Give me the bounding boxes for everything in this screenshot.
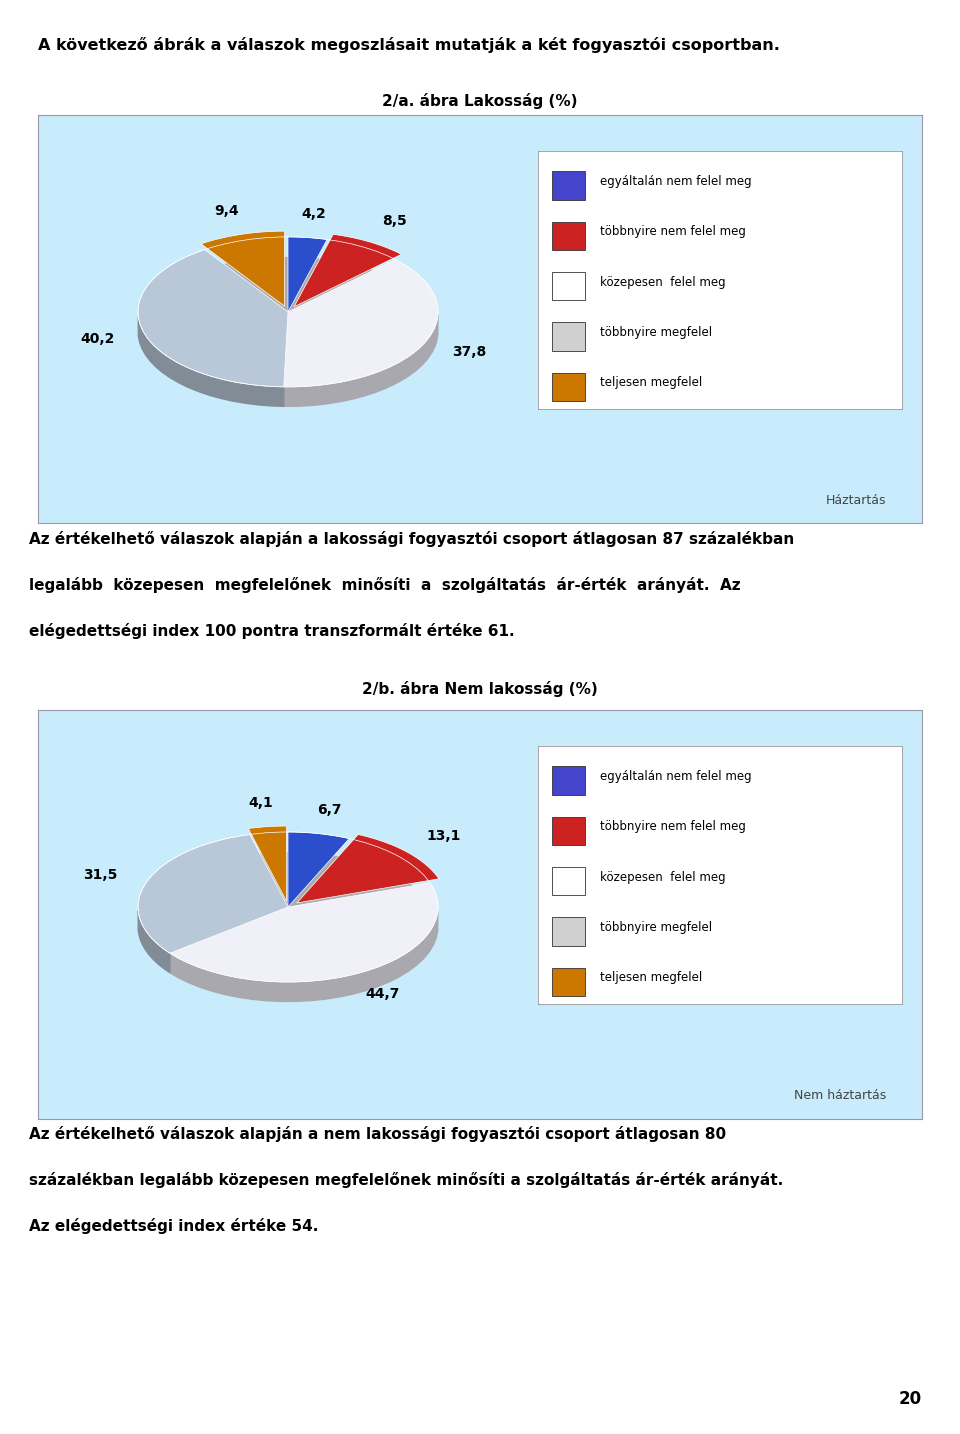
Ellipse shape xyxy=(138,852,438,1001)
Bar xyxy=(552,968,585,997)
Text: 31,5: 31,5 xyxy=(84,869,117,882)
Text: többnyire nem felel meg: többnyire nem felel meg xyxy=(600,820,746,833)
Bar xyxy=(552,221,585,250)
Text: közepesen  felel meg: közepesen felel meg xyxy=(600,870,725,883)
Text: A következő ábrák a válaszok megoszlásait mutatják a két fogyasztói csoportban.: A következő ábrák a válaszok megoszlásai… xyxy=(38,37,780,53)
Bar xyxy=(552,171,585,199)
Bar xyxy=(552,918,585,946)
Polygon shape xyxy=(249,826,286,901)
Text: Háztartás: Háztartás xyxy=(826,495,886,508)
Ellipse shape xyxy=(138,257,438,406)
Bar xyxy=(552,272,585,300)
Text: 8,5: 8,5 xyxy=(382,214,407,228)
Polygon shape xyxy=(284,315,438,406)
Text: egyáltalán nem felel meg: egyáltalán nem felel meg xyxy=(600,770,752,783)
Text: elégedettségi index 100 pontra transzformált értéke 61.: elégedettségi index 100 pontra transzfor… xyxy=(29,624,515,640)
Polygon shape xyxy=(288,237,327,313)
Polygon shape xyxy=(138,317,284,406)
Polygon shape xyxy=(294,234,401,307)
Text: 20: 20 xyxy=(899,1390,922,1408)
Polygon shape xyxy=(138,835,288,954)
Bar xyxy=(552,868,585,895)
Bar xyxy=(552,817,585,845)
Polygon shape xyxy=(284,260,438,387)
Text: 37,8: 37,8 xyxy=(452,344,487,358)
Text: 4,2: 4,2 xyxy=(301,206,326,221)
Text: többnyire nem felel meg: többnyire nem felel meg xyxy=(600,225,746,238)
Text: százalékban legalább közepesen megfelelőnek minősíti a szolgáltatás ár-érték ará: százalékban legalább közepesen megfelelő… xyxy=(29,1172,783,1187)
Text: Az értékelhető válaszok alapján a lakossági fogyasztói csoport átlagosan 87 száz: Az értékelhető válaszok alapján a lakoss… xyxy=(29,531,794,546)
Text: Az értékelhető válaszok alapján a nem lakossági fogyasztói csoport átlagosan 80: Az értékelhető válaszok alapján a nem la… xyxy=(29,1126,726,1141)
Polygon shape xyxy=(138,911,170,972)
Text: egyáltalán nem felel meg: egyáltalán nem felel meg xyxy=(600,175,752,188)
Text: legalább  közepesen  megfelelőnek  minősíti  a  szolgáltatás  ár-érték  arányát.: legalább közepesen megfelelőnek minősíti… xyxy=(29,576,740,592)
Bar xyxy=(552,323,585,351)
Text: 2/a. ábra Lakosság (%): 2/a. ábra Lakosság (%) xyxy=(382,93,578,109)
Polygon shape xyxy=(297,835,439,903)
Polygon shape xyxy=(170,883,438,982)
Polygon shape xyxy=(201,231,284,305)
Text: 2/b. ábra Nem lakosság (%): 2/b. ábra Nem lakosság (%) xyxy=(362,681,598,697)
Text: közepesen  felel meg: közepesen felel meg xyxy=(600,275,725,288)
Text: 6,7: 6,7 xyxy=(317,803,342,817)
Polygon shape xyxy=(288,832,349,908)
Bar xyxy=(552,373,585,402)
Text: többnyire megfelel: többnyire megfelel xyxy=(600,921,711,934)
Polygon shape xyxy=(138,250,288,387)
Polygon shape xyxy=(170,912,438,1001)
Text: Az elégedettségi index értéke 54.: Az elégedettségi index értéke 54. xyxy=(29,1219,318,1235)
Text: többnyire megfelel: többnyire megfelel xyxy=(600,326,711,338)
Text: teljesen megfelel: teljesen megfelel xyxy=(600,376,702,390)
Text: 44,7: 44,7 xyxy=(365,987,399,1001)
Text: 40,2: 40,2 xyxy=(81,333,115,347)
Text: 13,1: 13,1 xyxy=(426,829,461,843)
Bar xyxy=(552,766,585,794)
Text: Nem háztartás: Nem háztartás xyxy=(794,1090,886,1103)
Text: 9,4: 9,4 xyxy=(215,205,239,218)
Text: teljesen megfelel: teljesen megfelel xyxy=(600,971,702,985)
Text: 4,1: 4,1 xyxy=(249,796,274,810)
